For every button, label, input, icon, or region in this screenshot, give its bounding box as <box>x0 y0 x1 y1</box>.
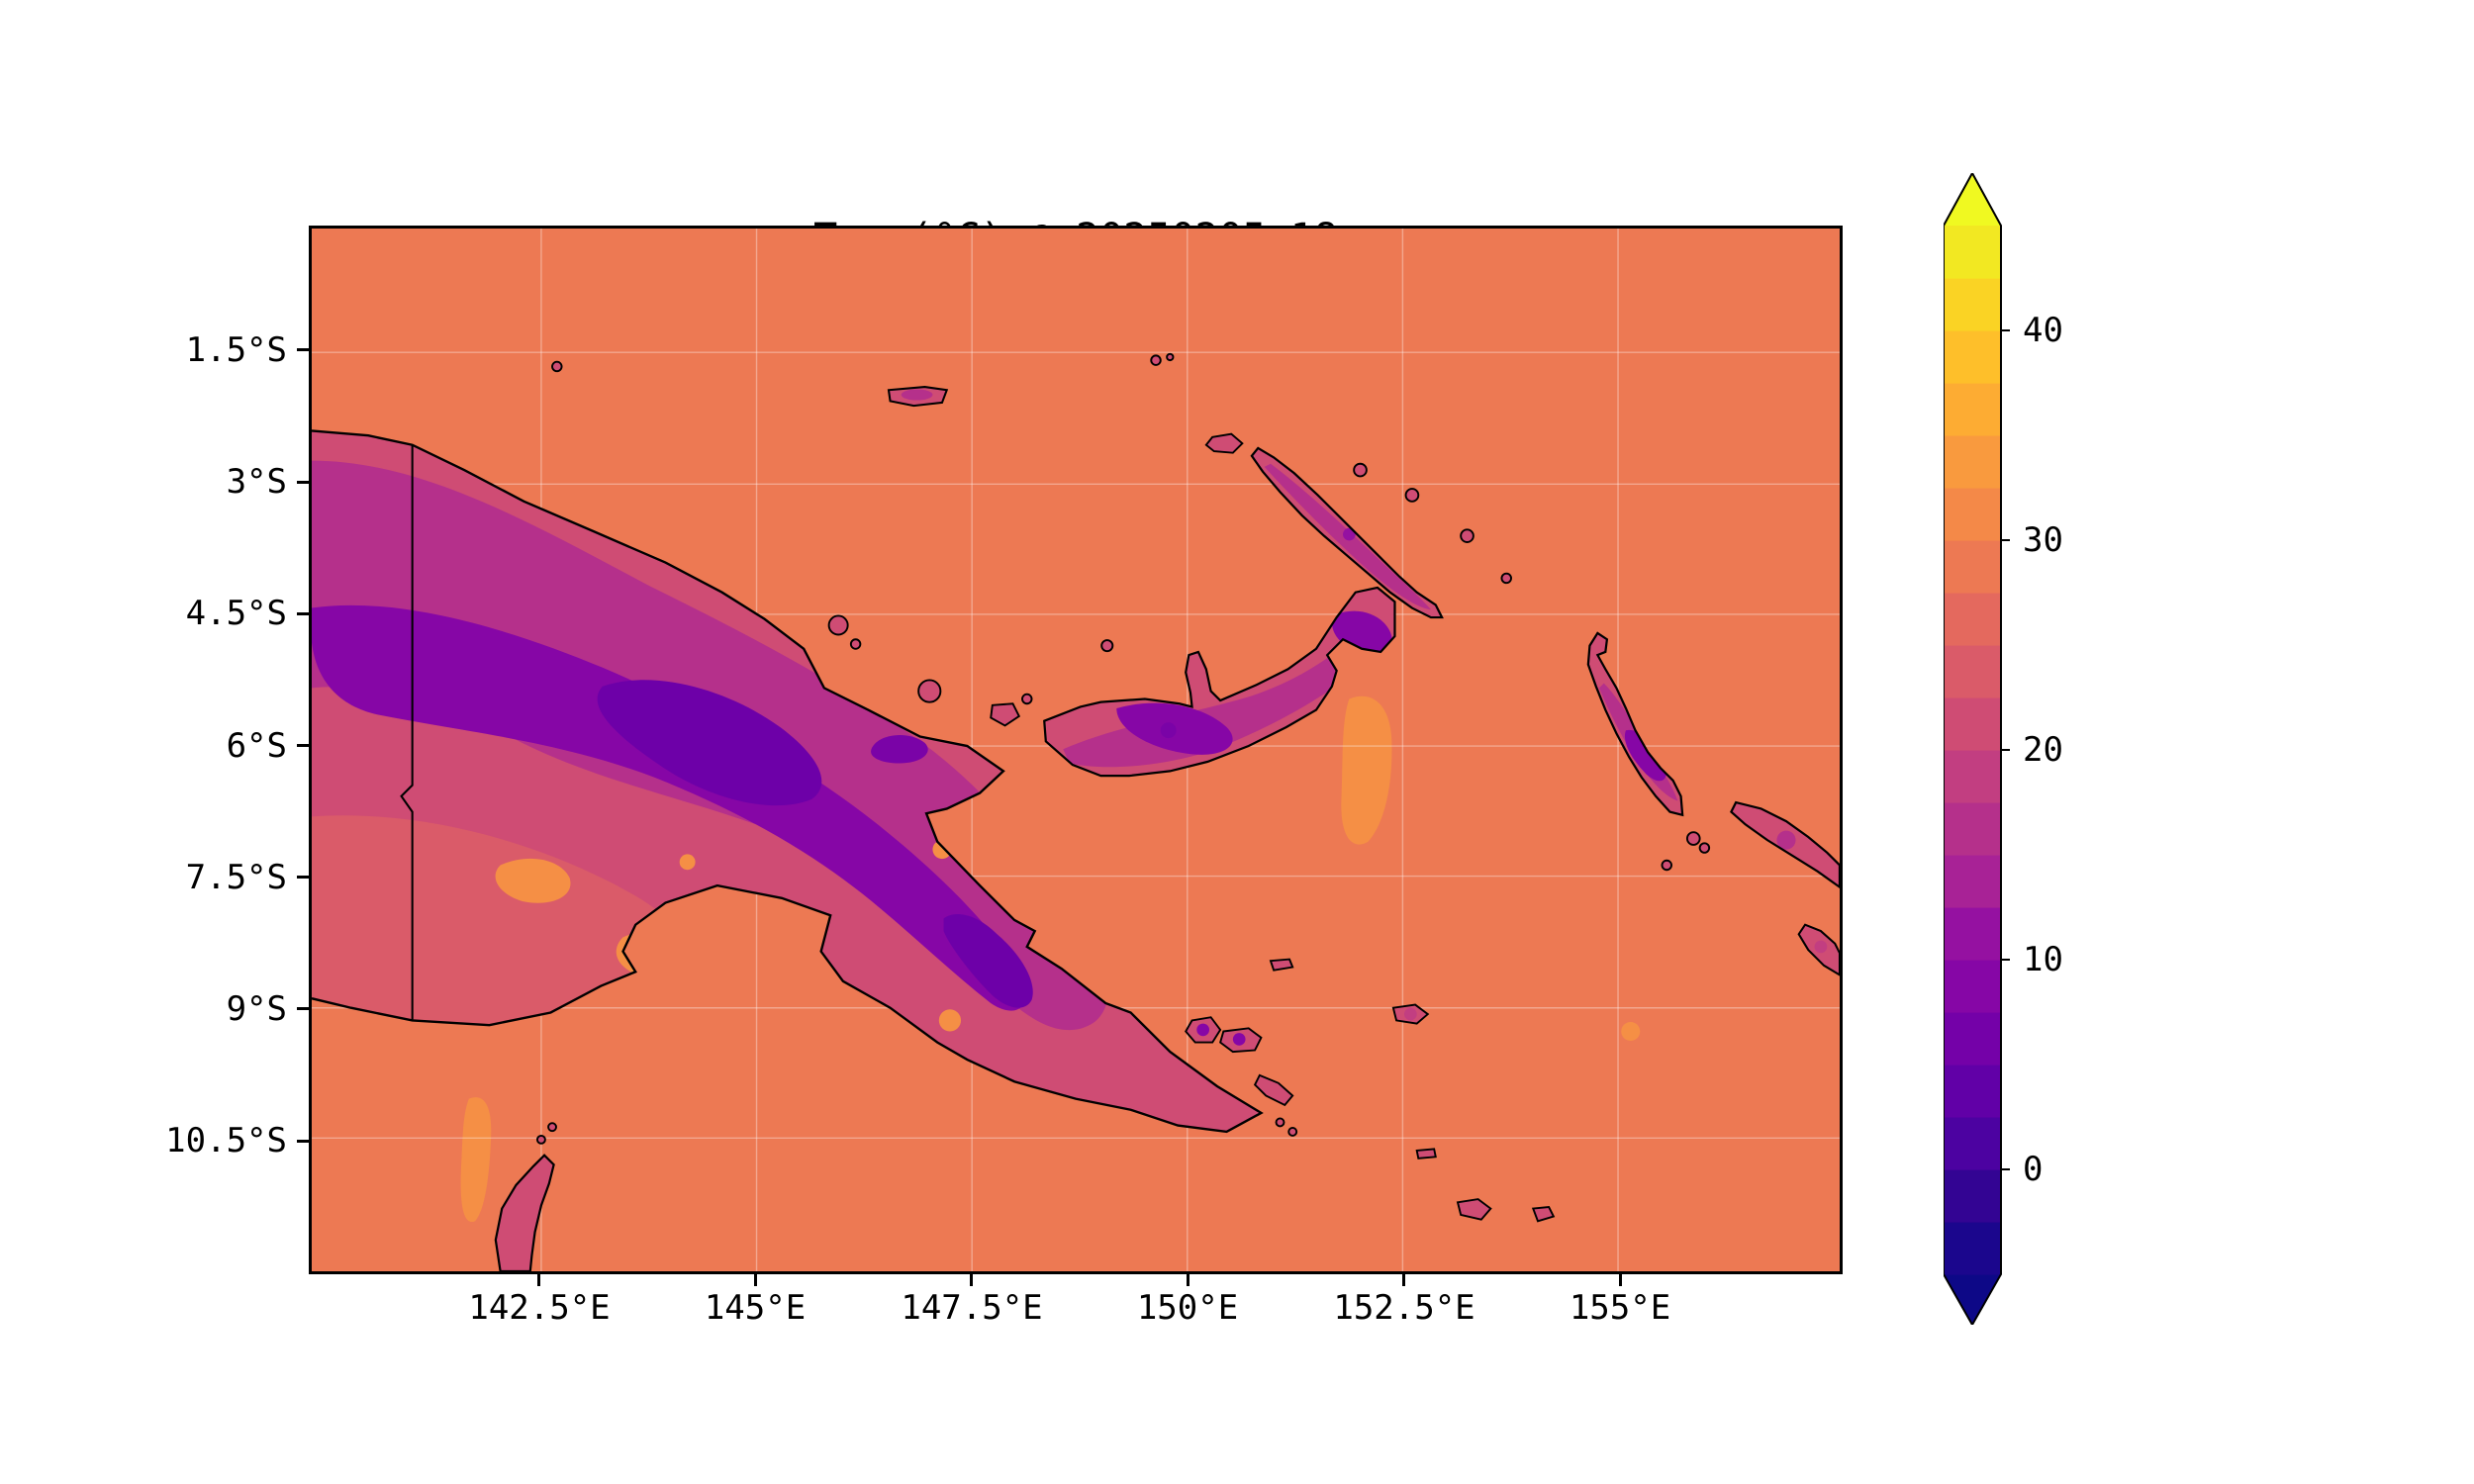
x-tick-label-142-5e: 142.5°E <box>468 1288 611 1328</box>
x-tick-mark <box>1187 1274 1189 1286</box>
coastline-mainland <box>312 429 1264 1134</box>
x-tick-mark <box>537 1274 540 1286</box>
y-tick-label-7-5s: 7.5°S <box>185 858 287 897</box>
y-tick-mark <box>297 876 309 879</box>
x-tick-label-155e: 155°E <box>1569 1288 1671 1328</box>
colorbar-segment <box>1944 488 2001 541</box>
colorbar-segment <box>1944 960 2001 1013</box>
colorbar-label-10: 10 <box>2023 940 2063 979</box>
y-tick-mark <box>297 348 309 351</box>
y-tick-mark <box>297 1140 309 1143</box>
colorbar-segment <box>1944 1012 2001 1066</box>
map-canvas <box>312 229 1840 1271</box>
colorbar-segment <box>1944 645 2001 698</box>
y-tick-label-6s: 6°S <box>226 726 287 766</box>
colorbar-segment <box>1944 802 2001 856</box>
colorbar-segment <box>1944 330 2001 384</box>
colorbar-segment <box>1944 593 2001 646</box>
graticule <box>312 229 1840 1271</box>
y-tick-label-4-5s: 4.5°S <box>185 594 287 633</box>
colorbar-segment <box>1944 1169 2001 1223</box>
y-tick-label-1-5s: 1.5°S <box>185 330 287 370</box>
y-tick-label-3s: 3°S <box>226 462 287 502</box>
coastline-bougainville <box>1586 631 1684 817</box>
coastline-new-britain <box>1043 586 1396 778</box>
coastline-cape-york <box>494 1154 555 1271</box>
png-indonesia-border-line <box>400 444 414 1021</box>
y-tick-label-10-5s: 10.5°S <box>165 1121 287 1160</box>
colorbar-over-arrow <box>1944 173 2001 226</box>
x-tick-label-145e: 145°E <box>704 1288 807 1328</box>
x-tick-mark <box>1619 1274 1622 1286</box>
x-tick-label-152-5e: 152.5°E <box>1333 1288 1475 1328</box>
colorbar-label-0: 0 <box>2023 1150 2044 1189</box>
fergusson-interior <box>1232 1033 1246 1046</box>
colorbar-label-20: 20 <box>2023 730 2063 770</box>
goodenough-interior <box>1196 1023 1210 1037</box>
y-tick-mark <box>297 612 309 615</box>
colorbar-segment <box>1944 855 2001 908</box>
x-tick-mark <box>1402 1274 1405 1286</box>
edge-island-interior <box>1814 940 1828 954</box>
colorbar-label-40: 40 <box>2023 311 2063 350</box>
colorbar-outline <box>1944 173 2002 1325</box>
x-tick-mark <box>754 1274 757 1286</box>
x-tick-label-150e: 150°E <box>1136 1288 1239 1328</box>
colorbar-under-arrow <box>1944 1274 2001 1325</box>
map-plot-area <box>309 226 1843 1274</box>
coastline-new-ireland <box>1250 446 1444 619</box>
colorbar-segment <box>1944 697 2001 751</box>
colorbar-segment <box>1944 1222 2001 1275</box>
y-tick-mark <box>297 744 309 747</box>
colorbar-segment <box>1944 750 2001 803</box>
colorbar <box>1944 173 2010 1325</box>
colorbar-segment <box>1944 278 2001 331</box>
woodlark-interior <box>1403 1007 1417 1021</box>
colorbar-tick-marks <box>2001 329 2010 1170</box>
y-tick-mark <box>297 481 309 484</box>
colorbar-segments <box>1944 226 2001 1275</box>
colorbar-segment <box>1944 435 2001 489</box>
colorbar-segment <box>1944 383 2001 436</box>
manus-interior <box>901 389 933 401</box>
colorbar-segment <box>1944 907 2001 961</box>
colorbar-segment <box>1944 226 2001 279</box>
x-tick-label-147-5e: 147.5°E <box>901 1288 1043 1328</box>
coastline-choiseul <box>1730 800 1840 889</box>
colorbar-segment <box>1944 1065 2001 1118</box>
x-tick-mark <box>970 1274 973 1286</box>
y-tick-label-9s: 9°S <box>226 989 287 1029</box>
colorbar-segment <box>1944 540 2001 594</box>
y-tick-mark <box>297 1007 309 1010</box>
warm-sea-patches <box>460 696 1641 1223</box>
colorbar-segment <box>1944 1117 2001 1170</box>
colorbar-label-30: 30 <box>2023 520 2063 560</box>
